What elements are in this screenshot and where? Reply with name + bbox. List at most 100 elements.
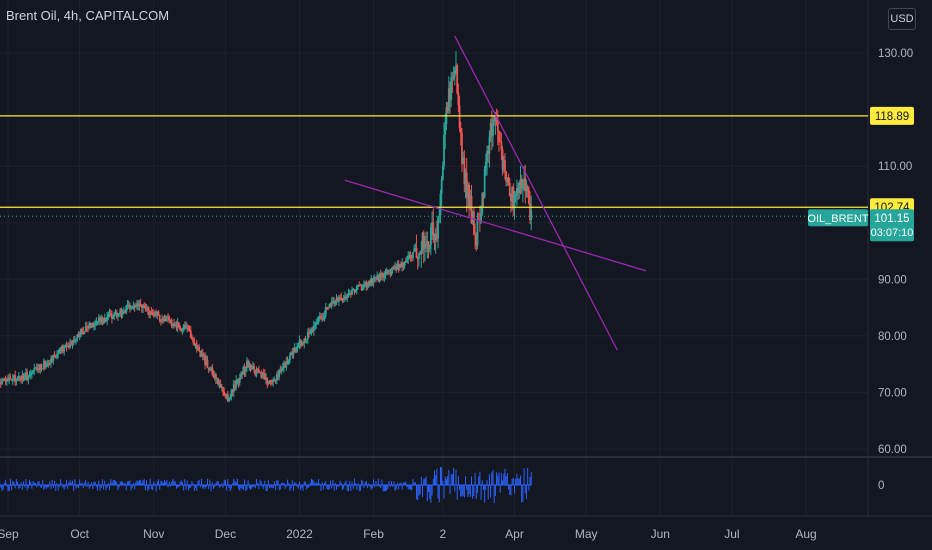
candle[interactable] [175, 320, 178, 331]
candle[interactable] [342, 294, 345, 303]
candle[interactable] [19, 375, 21, 382]
candle[interactable] [420, 240, 423, 268]
candle[interactable] [386, 269, 389, 276]
candle[interactable] [29, 369, 32, 380]
candle[interactable] [79, 328, 82, 338]
candle[interactable] [247, 359, 250, 368]
candle[interactable] [100, 314, 103, 325]
candle[interactable] [310, 327, 313, 336]
candle[interactable] [157, 310, 160, 316]
candle[interactable] [170, 318, 173, 329]
candle[interactable] [341, 297, 344, 304]
candle[interactable] [222, 386, 224, 397]
candle[interactable] [267, 380, 270, 386]
candle[interactable] [63, 344, 66, 356]
candle[interactable] [21, 370, 24, 384]
candle[interactable] [293, 343, 296, 353]
candle[interactable] [238, 373, 241, 387]
candle[interactable] [36, 363, 39, 374]
candle[interactable] [308, 327, 310, 338]
candle[interactable] [408, 251, 411, 260]
candle[interactable] [384, 269, 387, 280]
candle[interactable] [108, 308, 111, 318]
candle[interactable] [330, 297, 333, 310]
candle[interactable] [54, 354, 57, 359]
candle[interactable] [214, 373, 217, 384]
candle[interactable] [424, 236, 426, 262]
currency-button[interactable]: USD [888, 8, 916, 30]
candle[interactable] [467, 181, 469, 209]
candle[interactable] [463, 150, 466, 193]
candle[interactable] [421, 231, 424, 254]
candle[interactable] [336, 296, 339, 303]
candle[interactable] [34, 367, 37, 369]
candle[interactable] [113, 311, 116, 320]
candle[interactable] [329, 302, 332, 308]
candle[interactable] [526, 184, 529, 198]
candle[interactable] [361, 283, 364, 291]
candle[interactable] [492, 116, 494, 147]
candle[interactable] [48, 359, 51, 366]
candle[interactable] [243, 363, 246, 378]
candle[interactable] [490, 110, 493, 151]
candle[interactable] [343, 291, 346, 302]
candle[interactable] [439, 189, 442, 224]
candle[interactable] [530, 195, 533, 231]
candle[interactable] [219, 379, 222, 388]
candle[interactable] [160, 319, 162, 326]
candle[interactable] [283, 360, 285, 373]
candle[interactable] [315, 318, 318, 330]
candle[interactable] [279, 365, 282, 374]
candle[interactable] [425, 231, 428, 253]
candle[interactable] [370, 274, 373, 287]
candle[interactable] [82, 326, 85, 335]
candle[interactable] [527, 186, 530, 205]
candle[interactable] [389, 268, 392, 278]
candle[interactable] [450, 71, 453, 108]
candle[interactable] [309, 328, 312, 335]
candle[interactable] [156, 311, 159, 320]
candle[interactable] [275, 371, 278, 385]
candle[interactable] [226, 390, 229, 403]
candle[interactable] [286, 356, 289, 365]
candle[interactable] [208, 366, 211, 372]
candle[interactable] [402, 261, 405, 271]
candle[interactable] [435, 220, 438, 243]
candle[interactable] [357, 284, 359, 290]
candle[interactable] [298, 335, 301, 350]
candle[interactable] [322, 312, 325, 321]
candle[interactable] [365, 280, 368, 291]
candle[interactable] [27, 374, 30, 385]
candle[interactable] [105, 317, 107, 323]
candle[interactable] [207, 367, 210, 374]
candle[interactable] [372, 275, 375, 288]
candle[interactable] [300, 339, 303, 347]
candle[interactable] [470, 184, 473, 224]
candle[interactable] [76, 333, 79, 343]
candle[interactable] [385, 267, 388, 275]
candle[interactable] [4, 375, 7, 385]
candle[interactable] [292, 347, 295, 359]
candle[interactable] [205, 354, 208, 366]
candle[interactable] [109, 309, 112, 317]
candle[interactable] [58, 347, 61, 354]
candle[interactable] [163, 314, 166, 322]
candle[interactable] [390, 267, 393, 277]
candle[interactable] [218, 380, 221, 389]
candle[interactable] [1, 377, 3, 386]
candle[interactable] [189, 325, 192, 339]
candle[interactable] [438, 207, 441, 224]
candle[interactable] [375, 276, 377, 283]
candle[interactable] [22, 373, 25, 382]
candle[interactable] [127, 300, 130, 309]
candle[interactable] [441, 161, 444, 181]
candle[interactable] [130, 305, 132, 311]
trendline[interactable] [344, 179, 647, 272]
candle[interactable] [457, 83, 460, 113]
candle[interactable] [377, 274, 380, 283]
candle[interactable] [17, 371, 20, 382]
candle[interactable] [168, 315, 171, 324]
candle[interactable] [483, 165, 486, 199]
candle[interactable] [231, 388, 234, 397]
candle[interactable] [50, 355, 52, 368]
